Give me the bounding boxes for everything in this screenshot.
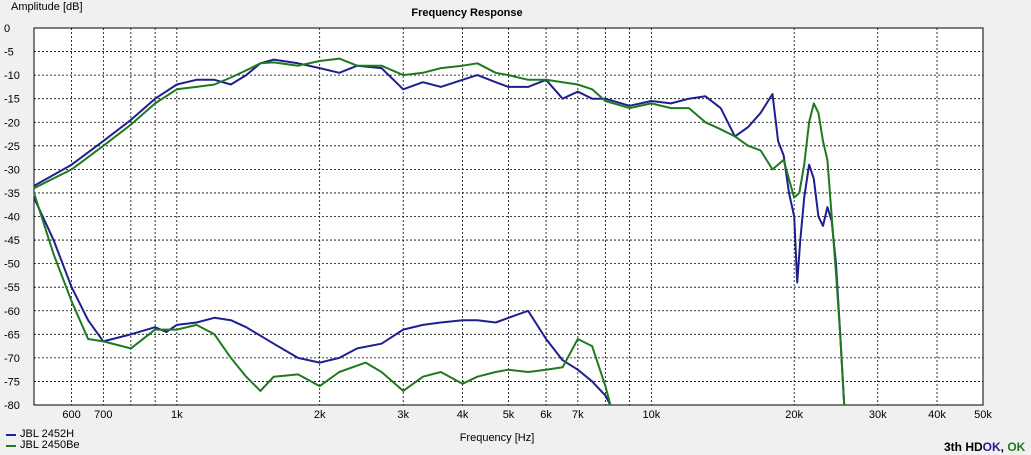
series-layer bbox=[33, 57, 846, 406]
x-tick-label: 2k bbox=[314, 409, 326, 421]
y-tick-label: -75 bbox=[4, 376, 20, 388]
y-tick-label: -20 bbox=[4, 117, 20, 129]
x-tick-label: 50k bbox=[974, 409, 992, 421]
x-tick-label: 4k bbox=[457, 409, 469, 421]
y-tick-label: -35 bbox=[4, 188, 20, 200]
x-tick-label: 30k bbox=[869, 409, 887, 421]
legend-label: JBL 2450Be bbox=[20, 439, 80, 451]
y-tick-label: -70 bbox=[4, 353, 20, 365]
status-prefix: 3th HD bbox=[944, 440, 983, 454]
x-tick-label: 6k bbox=[540, 409, 552, 421]
x-tick-label: 40k bbox=[928, 409, 946, 421]
x-axis-label: Frequency [Hz] bbox=[460, 432, 535, 444]
y-axis-label: Amplitude [dB] bbox=[11, 1, 83, 13]
legend-item-jbl-2452h: JBL 2452H bbox=[6, 429, 80, 440]
y-tick-label: -50 bbox=[4, 259, 20, 271]
series-line-1 bbox=[33, 57, 846, 406]
chart-title: Frequency Response bbox=[411, 7, 522, 19]
status-ok-2: OK bbox=[1007, 440, 1026, 454]
x-tick-label: 20k bbox=[785, 409, 803, 421]
y-tick-label: -80 bbox=[4, 400, 20, 412]
legend-item-jbl-2450be: JBL 2450Be bbox=[6, 440, 80, 451]
y-tick-label: -60 bbox=[4, 306, 20, 318]
series-line-3 bbox=[33, 192, 612, 406]
y-tick-labels: 0 -5 -10 -15 -20 -25 -30 -35 -40 -45 -50 -55 -60 -65 -… bbox=[4, 23, 20, 412]
grid-lines bbox=[34, 27, 984, 406]
y-tick-label: -5 bbox=[4, 47, 14, 59]
x-tick-label: 700 bbox=[94, 409, 112, 421]
legend-label: JBL 2452H bbox=[20, 428, 75, 440]
series-line-2 bbox=[33, 197, 612, 406]
y-tick-label: 0 bbox=[4, 23, 10, 35]
harmonic-status: 3th HDOK, OK bbox=[944, 440, 1026, 454]
x-tick-label: 10k bbox=[642, 409, 660, 421]
legend-swatch bbox=[6, 444, 16, 447]
x-tick-label: 600 bbox=[62, 409, 80, 421]
x-tick-labels: 600 700 1k 2k 3k 4k 5k 6k 7k 10k 20k 30k 40k 50k bbox=[62, 409, 992, 421]
legend: JBL 2452H JBL 2450Be bbox=[6, 429, 80, 451]
y-tick-label: -40 bbox=[4, 212, 20, 224]
y-tick-label: -55 bbox=[4, 282, 20, 294]
x-tick-label: 3k bbox=[397, 409, 409, 421]
x-tick-label: 5k bbox=[503, 409, 515, 421]
y-tick-label: -15 bbox=[4, 94, 20, 106]
y-tick-label: -65 bbox=[4, 329, 20, 341]
y-tick-label: -25 bbox=[4, 141, 20, 153]
status-ok-1: OK bbox=[982, 440, 1001, 454]
legend-swatch bbox=[6, 433, 16, 436]
x-tick-label: 7k bbox=[572, 409, 584, 421]
y-tick-label: -30 bbox=[4, 164, 20, 176]
x-tick-label: 1k bbox=[171, 409, 183, 421]
y-tick-label: -45 bbox=[4, 235, 20, 247]
y-tick-label: -10 bbox=[4, 70, 20, 82]
series-line-0 bbox=[33, 58, 846, 406]
